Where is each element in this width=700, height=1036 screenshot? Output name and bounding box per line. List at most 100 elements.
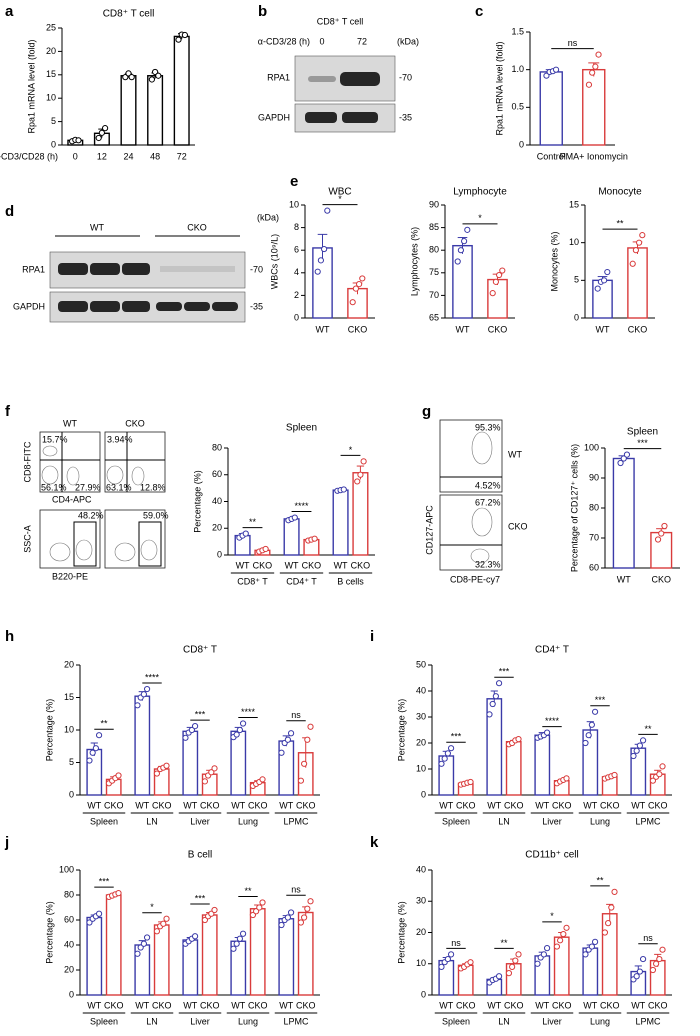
sig-label: ****	[241, 707, 256, 717]
bar	[582, 68, 606, 146]
y-tick-label: 80	[64, 889, 74, 899]
axis-label: CD4-APC	[52, 494, 92, 504]
bar	[249, 908, 266, 996]
series-label: CKO	[648, 1000, 668, 1010]
data-point	[357, 471, 364, 478]
x-tick-label: Spleen	[90, 816, 118, 826]
series-label: WT	[135, 800, 149, 810]
series-label: CKO	[600, 800, 620, 810]
data-point	[582, 739, 589, 747]
contour	[471, 507, 493, 537]
contour	[140, 539, 158, 561]
axis-label: CD127-APC	[424, 505, 434, 555]
sig-label: *	[478, 213, 482, 223]
sig-label: ***	[99, 877, 110, 887]
data-point	[181, 31, 188, 39]
panel-label: a	[5, 3, 14, 20]
data-point	[301, 760, 308, 767]
series-label: WT	[87, 800, 101, 810]
series-label: WT	[487, 1000, 501, 1010]
gate-value: 3.94%	[107, 434, 133, 444]
y-tick-label: 10	[289, 199, 299, 209]
band	[156, 302, 182, 311]
y-tick-label: 65	[429, 312, 439, 322]
data-point	[95, 732, 103, 739]
sig-label: ***	[451, 732, 462, 742]
sig-label: ***	[195, 893, 206, 903]
band	[305, 112, 337, 123]
data-point	[233, 731, 240, 738]
y-tick-label: 40	[64, 939, 74, 949]
data-point	[595, 51, 602, 58]
series-label: CKO	[504, 1000, 524, 1010]
data-point	[201, 778, 209, 785]
sig-label: *	[550, 911, 554, 921]
data-point	[636, 968, 643, 975]
chart-title: Lymphocyte	[453, 187, 507, 198]
data-point	[486, 711, 493, 718]
data-point	[505, 970, 513, 977]
data-point	[191, 933, 199, 940]
data-point	[134, 950, 141, 957]
bar	[627, 247, 648, 319]
data-point	[582, 951, 589, 958]
y-tick-label: 90	[589, 472, 599, 482]
blot-treatment: α-CD3/28 (h)	[258, 36, 310, 46]
data-point	[656, 771, 663, 778]
data-point	[496, 271, 503, 279]
chart-title: Spleen	[286, 423, 317, 434]
data-point	[601, 277, 608, 284]
data-point	[230, 945, 237, 952]
gate-value: 63.1%	[106, 482, 132, 492]
data-point	[102, 125, 109, 132]
band	[160, 266, 235, 272]
bar	[352, 472, 369, 556]
x-tick-label: 24	[123, 151, 133, 161]
y-axis-label: WBCs (10⁹/L)	[269, 234, 279, 289]
chart-title: Spleen	[627, 427, 658, 438]
y-tick-label: 0.5	[511, 102, 524, 112]
bar	[230, 730, 247, 796]
y-tick-label: 20	[416, 737, 426, 747]
series-label: CKO	[152, 800, 172, 810]
series-label: CKO	[296, 800, 316, 810]
series-label: CKO	[648, 800, 668, 810]
data-point	[604, 268, 611, 276]
y-tick-label: 10	[416, 763, 426, 773]
data-point	[585, 732, 592, 739]
series-label: CKO	[456, 800, 476, 810]
y-tick-label: 0	[69, 989, 74, 999]
band	[342, 112, 378, 123]
data-point	[143, 685, 151, 693]
data-point	[291, 514, 298, 521]
data-point	[649, 777, 657, 784]
data-point	[249, 911, 257, 919]
x-tick-label: LPMC	[283, 816, 309, 826]
axis-label: SSC-A	[22, 525, 32, 553]
bar	[539, 71, 563, 146]
band	[308, 76, 336, 82]
unit-label: (kDa)	[257, 212, 279, 222]
data-point	[499, 267, 506, 274]
y-tick-label: 50	[416, 659, 426, 669]
data-point	[175, 36, 182, 43]
data-point	[278, 749, 285, 756]
sig-label: **	[244, 886, 252, 896]
x-tick-label: Lung	[238, 816, 258, 826]
chart-title: CD4⁺ T	[535, 645, 569, 656]
sig-label: ***	[637, 438, 648, 448]
sig-label: **	[644, 724, 652, 734]
data-point	[262, 545, 269, 553]
y-tick-label: 100	[59, 864, 74, 874]
x-tick-label: Lung	[590, 816, 610, 826]
data-point	[140, 691, 147, 698]
bar	[612, 457, 635, 569]
band	[90, 301, 120, 312]
data-point	[495, 680, 503, 687]
sig-label: ns	[568, 38, 578, 48]
series-label: CKO	[296, 1000, 316, 1010]
data-point	[153, 928, 161, 935]
panel-label: k	[370, 834, 379, 851]
data-point	[140, 940, 147, 947]
gate-value: 59.0%	[143, 510, 169, 520]
